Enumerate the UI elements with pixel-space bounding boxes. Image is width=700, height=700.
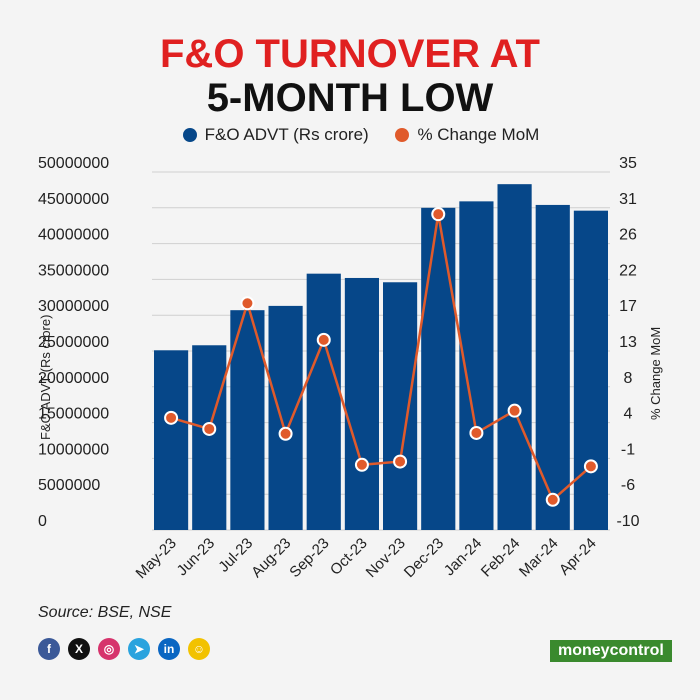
y-tick-label: 20000000 [38, 370, 109, 387]
y2-tick-label: -6 [621, 477, 635, 494]
x-tick-label: May-23 [133, 535, 180, 582]
y2-tick-label: -10 [616, 513, 639, 530]
linkedin-icon[interactable]: in [158, 638, 180, 660]
line-point [545, 492, 560, 507]
y-tick-label: 5000000 [38, 477, 100, 494]
bar [230, 310, 265, 530]
line-point [278, 426, 293, 441]
line-point [202, 421, 217, 436]
line-point [164, 410, 179, 425]
x-icon[interactable]: X [68, 638, 90, 660]
y2-tick-label: -1 [621, 441, 635, 458]
bar [535, 204, 570, 530]
y2-tick-label: 31 [619, 191, 637, 208]
y-tick-label: 40000000 [38, 227, 109, 244]
legend: F&O ADVT (Rs crore) % Change MoM [0, 124, 700, 145]
title-line-2: 5-MONTH LOW [206, 76, 494, 120]
y-tick-label: 15000000 [38, 406, 109, 423]
bar [192, 345, 227, 530]
bar [344, 277, 379, 530]
x-tick-label: Sep-23 [286, 535, 332, 581]
x-tick-label: Mar-24 [516, 535, 562, 581]
legend-bar-marker [182, 127, 197, 142]
y2-tick-label: 26 [619, 227, 637, 244]
y-axis-label: F&O ADVT (Rs crore) [38, 315, 53, 440]
x-tick-label: Dec-23 [401, 535, 447, 581]
social-icons: f X ◎ ➤ in ☺ [38, 638, 210, 660]
y2-tick-label: 35 [619, 155, 637, 172]
y-tick-label: 45000000 [38, 191, 109, 208]
y-tick-label: 30000000 [38, 298, 109, 315]
bar [383, 282, 418, 530]
bar [154, 350, 189, 530]
x-tick-label: Jan-24 [441, 535, 485, 579]
facebook-icon[interactable]: f [38, 638, 60, 660]
source-note: Source: BSE, NSE [38, 604, 172, 621]
line-point [393, 454, 408, 469]
line-point [507, 403, 522, 418]
x-tick-label: Aug-23 [248, 535, 294, 581]
y2-tick-label: 13 [619, 334, 637, 351]
x-tick-label: Oct-23 [327, 535, 371, 579]
y2-tick-label: 4 [624, 406, 633, 423]
bar [573, 210, 608, 530]
y2-axis-label: % Change MoM [648, 327, 663, 420]
line-series [170, 213, 592, 502]
y2-tick-label: 17 [619, 298, 637, 315]
line-point [583, 459, 598, 474]
line-point [354, 457, 369, 472]
x-tick-label: Feb-24 [478, 535, 524, 581]
koo-icon[interactable]: ☺ [188, 638, 210, 660]
y-tick-label: 35000000 [38, 262, 109, 279]
line-point [316, 332, 331, 347]
x-tick-label: Jun-23 [174, 535, 218, 579]
y-tick-label: 10000000 [38, 441, 109, 458]
instagram-icon[interactable]: ◎ [98, 638, 120, 660]
bar [421, 207, 456, 531]
legend-line-marker [395, 127, 410, 142]
title-line-1: F&O TURNOVER AT [160, 32, 540, 76]
bar [268, 305, 303, 530]
x-tick-label: Nov-23 [363, 535, 409, 581]
legend-line-label: % Change MoM [417, 124, 540, 144]
legend-bar-label: F&O ADVT (Rs crore) [204, 124, 369, 144]
bar [306, 273, 341, 530]
bar [497, 184, 532, 530]
line-point [431, 207, 446, 222]
y2-tick-label: 22 [619, 262, 637, 279]
y-tick-label: 0 [38, 513, 47, 530]
y2-tick-label: 8 [624, 370, 633, 387]
line-point [469, 425, 484, 440]
telegram-icon[interactable]: ➤ [128, 638, 150, 660]
moneycontrol-logo: moneycontrol [550, 640, 672, 662]
chart: 0 5000000 10000000 15000000 20000000 25000000… [38, 155, 663, 582]
y-tick-label: 25000000 [38, 334, 109, 351]
y-tick-label: 50000000 [38, 155, 109, 172]
x-tick-label: Apr-24 [556, 535, 600, 579]
line-point [240, 296, 255, 311]
